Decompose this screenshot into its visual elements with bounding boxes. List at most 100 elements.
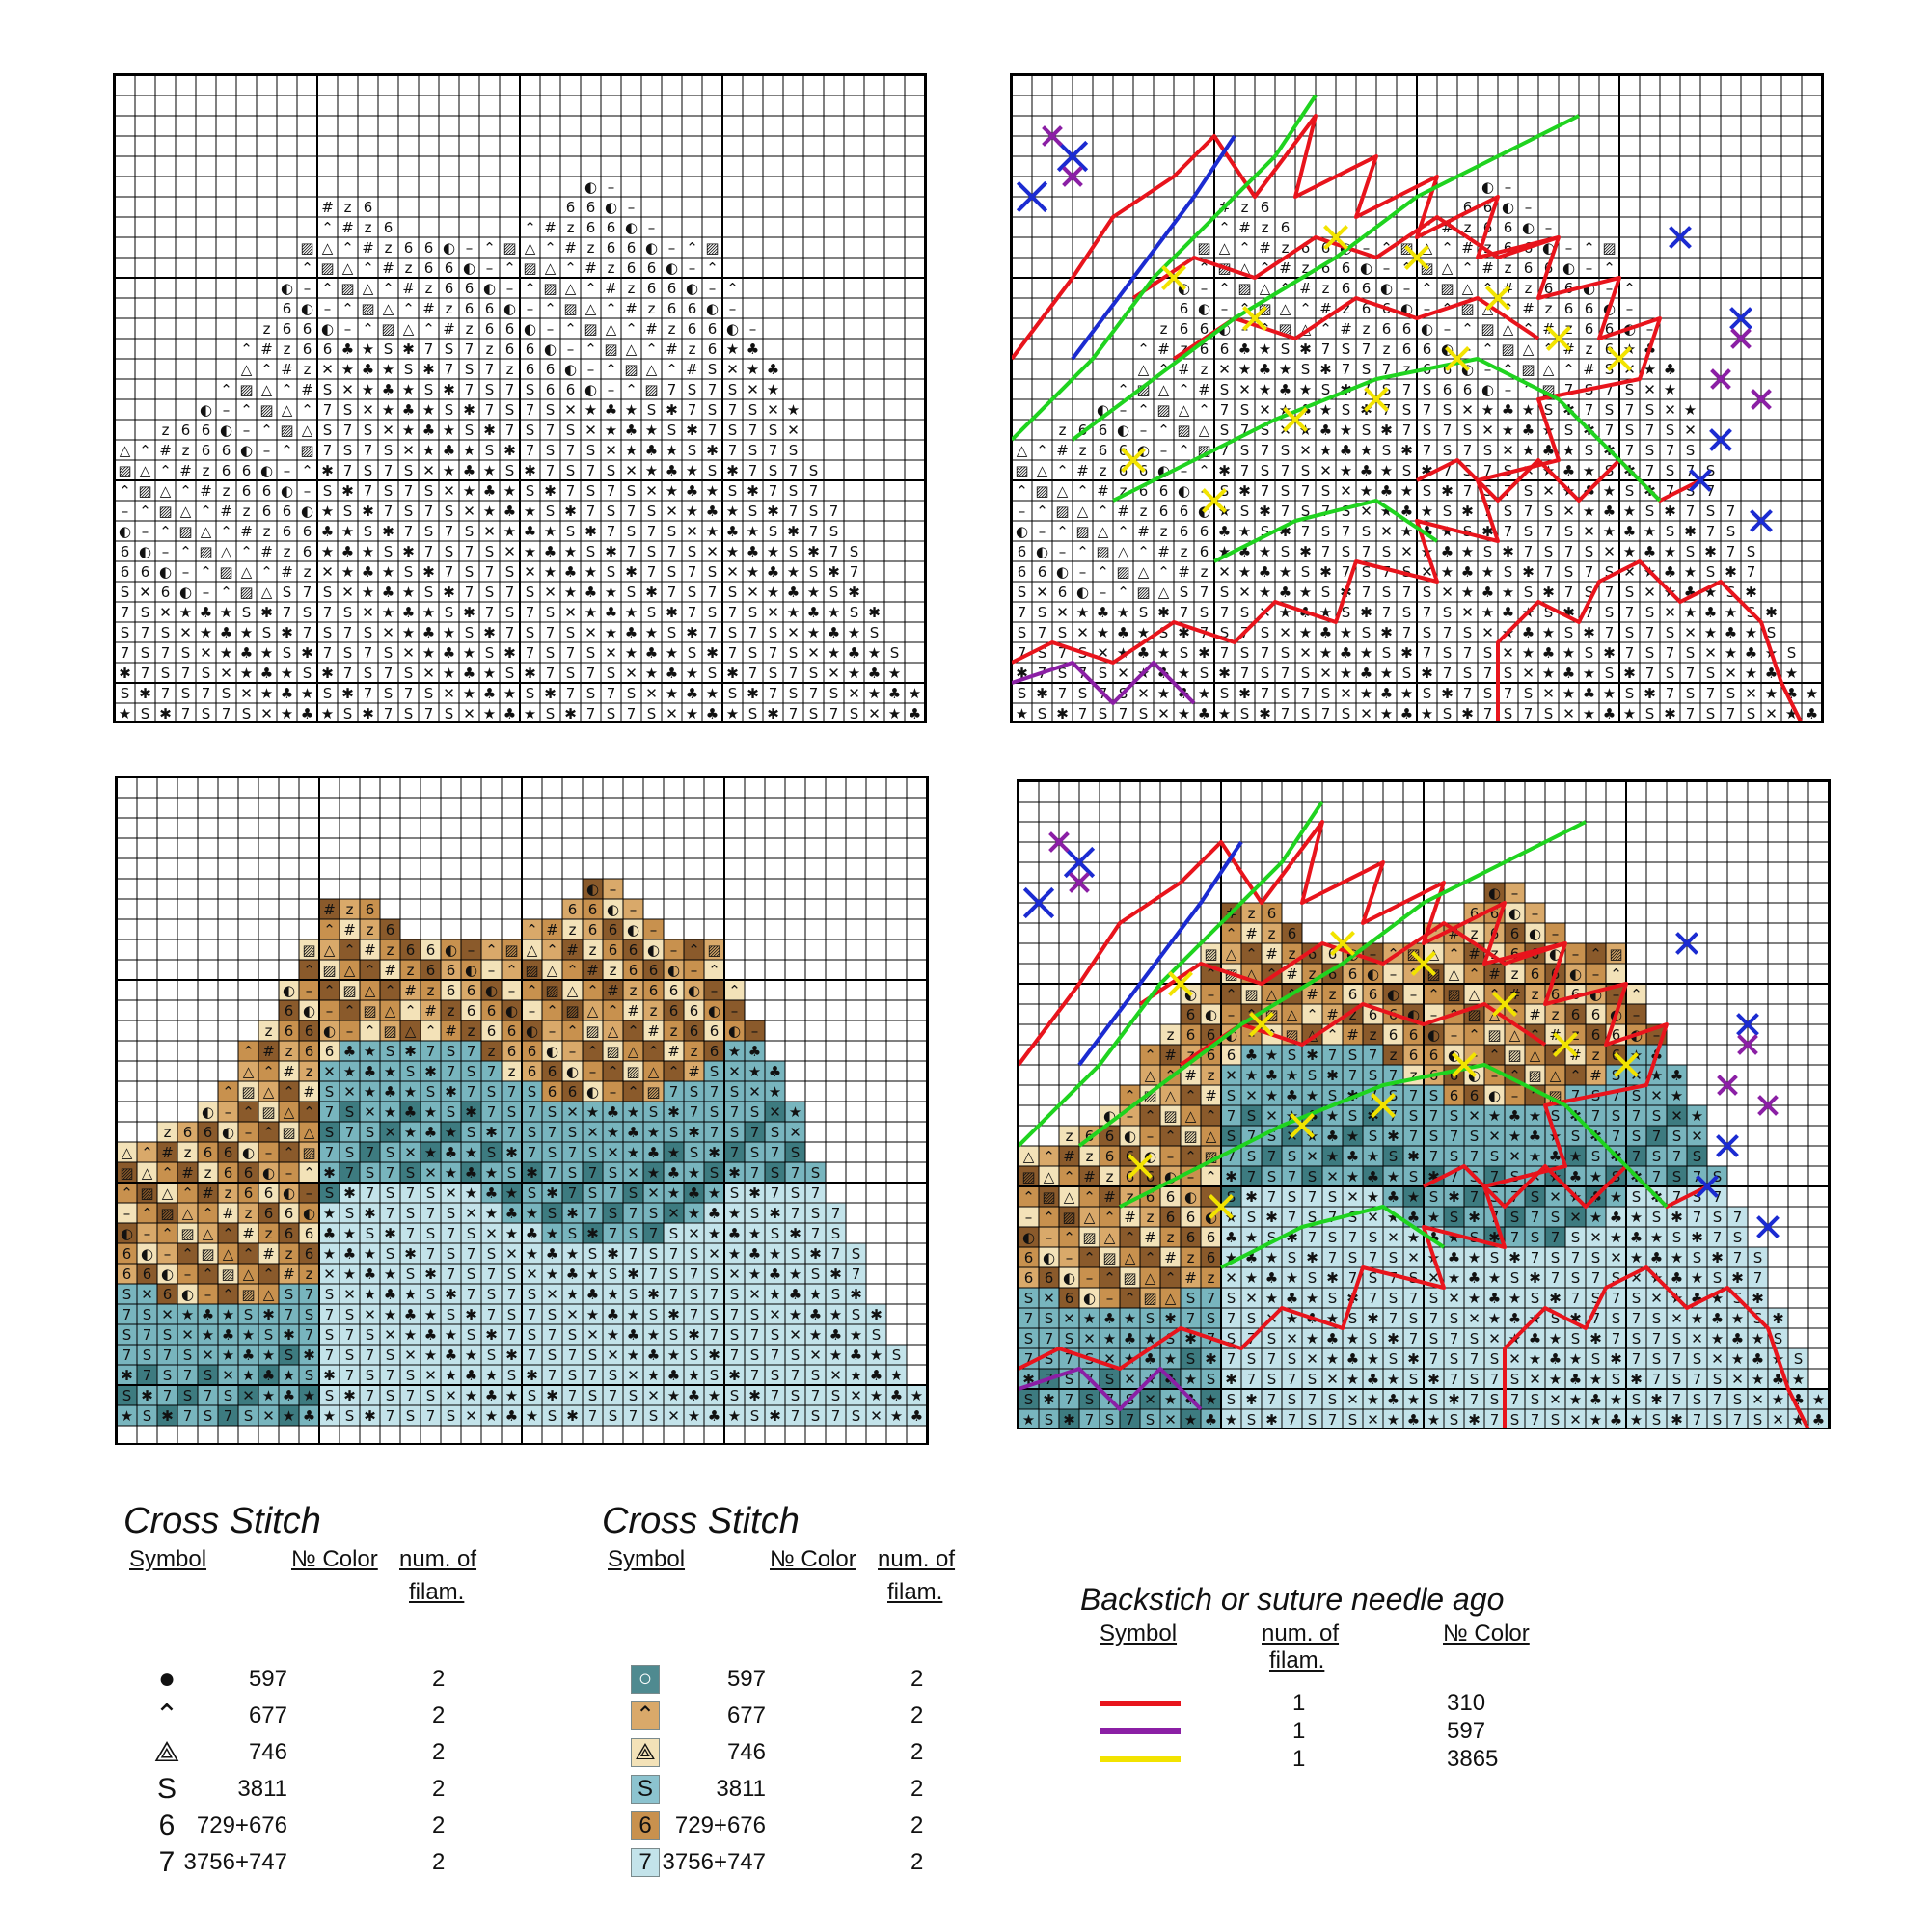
stitch-symbol: S xyxy=(1564,523,1574,540)
stitch-symbol: 7 xyxy=(222,705,231,721)
stitch-symbol: S xyxy=(1362,624,1372,641)
stitch-symbol: 7 xyxy=(1666,442,1675,459)
stitch-symbol: S xyxy=(647,401,657,419)
stitch-symbol: 6 xyxy=(568,1083,578,1101)
legend-color-code: 597 xyxy=(726,1666,766,1692)
stitch-symbol: ★ xyxy=(1117,604,1129,621)
stitch-symbol: ★ xyxy=(1326,1350,1339,1368)
stitch-cell xyxy=(299,1000,319,1020)
stitch-cell xyxy=(421,960,441,980)
stitch-symbol: # xyxy=(1117,503,1129,520)
stitch-symbol: S xyxy=(708,462,718,479)
chart-symbols-panel: ◐ – # z 6 6 6 ◐ – ⌃ # z 6 ⌃ # z 6 6 ◐ – ▨ △ ⌃ # z 6 6 ◐ – ⌃ ▨ △ ⌃ # z 6 6 ◐ – ⌃… xyxy=(113,73,927,723)
stitch-symbol: ★ xyxy=(1279,563,1291,581)
stitch-cell xyxy=(441,1345,461,1365)
stitch-symbol: S xyxy=(1564,624,1574,641)
stitch-symbol: S xyxy=(548,1103,557,1121)
stitch-symbol: ♣ xyxy=(1448,1249,1460,1266)
stitch-symbol: ★ xyxy=(1400,685,1413,702)
stitch-symbol: ◐ xyxy=(1508,905,1521,922)
stitch-symbol: 6 xyxy=(467,1002,476,1020)
stitch-symbol: 6 xyxy=(183,1124,193,1141)
stitch-symbol: 7 xyxy=(1369,1047,1378,1064)
stitch-symbol: ⌃ xyxy=(546,941,558,959)
stitch-symbol: S xyxy=(366,1124,375,1141)
stitch-symbol: ▨ xyxy=(1021,1168,1035,1185)
stitch-symbol: z xyxy=(1208,1067,1215,1084)
stitch-symbol: S xyxy=(627,523,637,540)
stitch-symbol: ✕ xyxy=(341,584,354,601)
stitch-symbol: ♣ xyxy=(1731,1330,1744,1347)
stitch-symbol: S xyxy=(1261,523,1270,540)
stitch-cell xyxy=(522,960,542,980)
stitch-symbol: S xyxy=(1443,401,1453,419)
stitch-symbol: ✱ xyxy=(686,624,698,641)
stitch-symbol: ⌃ xyxy=(1184,1087,1197,1104)
stitch-cell xyxy=(866,1365,886,1385)
stitch-symbol: ▨ xyxy=(1501,340,1514,358)
stitch-symbol: S xyxy=(526,422,535,439)
stitch-symbol: S xyxy=(1686,543,1696,560)
stitch-symbol: ⌃ xyxy=(627,1022,639,1040)
cross-stitch-mark xyxy=(1750,509,1773,532)
stitch-symbol: ★ xyxy=(382,604,394,621)
stitch-symbol: ★ xyxy=(202,1326,214,1344)
stitch-symbol: ✕ xyxy=(1461,604,1474,621)
stitch-symbol: ⌃ xyxy=(179,543,192,560)
stitch-symbol: ◐ xyxy=(1562,259,1575,277)
stitch-symbol: ✱ xyxy=(364,1407,376,1425)
stitch-symbol: 7 xyxy=(1045,1330,1054,1347)
stitch-symbol: ★ xyxy=(281,705,293,721)
stitch-symbol: 7 xyxy=(607,685,616,702)
stitch-cell xyxy=(765,1385,785,1405)
stitch-cell xyxy=(400,1183,421,1203)
stitch-symbol: 6 xyxy=(1362,300,1372,317)
stitch-symbol: ★ xyxy=(485,1367,498,1384)
stitch-cell xyxy=(1262,984,1282,1004)
stitch-symbol: – xyxy=(1633,1006,1641,1023)
stitch-symbol: 6 xyxy=(1423,340,1432,358)
stitch-symbol: ★ xyxy=(341,361,354,378)
stitch-symbol: △ xyxy=(1179,401,1190,419)
stitch-symbol: – xyxy=(547,320,555,338)
stitch-cell xyxy=(643,1102,664,1122)
stitch-symbol: S xyxy=(708,361,718,378)
stitch-symbol: – xyxy=(1201,280,1209,297)
stitch-symbol: ♣ xyxy=(202,1306,214,1323)
stitch-symbol: S xyxy=(1794,1350,1804,1368)
stitch-cell xyxy=(724,1405,745,1426)
stitch-symbol: ✱ xyxy=(1198,644,1210,662)
stitch-symbol: S xyxy=(1348,1047,1358,1064)
stitch-symbol: ★ xyxy=(1610,1188,1622,1206)
stitch-symbol: ♣ xyxy=(1286,1290,1298,1307)
stitch-cell xyxy=(502,1243,522,1264)
stitch-symbol: z xyxy=(263,523,271,540)
stitch-symbol: 6 xyxy=(1301,239,1311,257)
stitch-cell xyxy=(826,1203,846,1223)
stitch-cell xyxy=(400,960,421,980)
stitch-cell xyxy=(603,1345,623,1365)
stitch-symbol: ✱ xyxy=(1164,1310,1177,1327)
stitch-symbol: ⌃ xyxy=(1063,1168,1075,1185)
stitch-symbol: S xyxy=(1625,584,1635,601)
stitch-symbol: ★ xyxy=(546,1225,558,1242)
stitch-symbol: ✕ xyxy=(1745,685,1757,702)
stitch-symbol: ✕ xyxy=(1299,442,1312,459)
stitch-symbol: # xyxy=(1097,482,1109,500)
stitch-symbol: 7 xyxy=(183,1407,193,1425)
stitch-cell xyxy=(461,939,481,960)
stitch-symbol: – xyxy=(628,199,636,216)
stitch-symbol: ✕ xyxy=(1569,1209,1582,1226)
legend-row: 7 3756+747 2 xyxy=(602,1848,949,1883)
stitch-cell xyxy=(603,1304,623,1324)
stitch-symbol: ✕ xyxy=(1481,422,1494,439)
backstitch-line-icon xyxy=(1100,1756,1181,1762)
stitch-symbol: ★ xyxy=(1326,1107,1339,1125)
stitch-symbol: # xyxy=(283,1063,295,1080)
legend-cross-stitch-colors: Cross Stitch Symbol № Color num. of fila… xyxy=(602,1501,1007,1906)
stitch-cell xyxy=(421,1324,441,1345)
stitch-symbol: ⌃ xyxy=(1043,1148,1055,1165)
stitch-symbol: 7 xyxy=(1632,1107,1642,1125)
stitch-symbol: S xyxy=(1544,604,1554,621)
stitch-cell xyxy=(218,1284,238,1304)
